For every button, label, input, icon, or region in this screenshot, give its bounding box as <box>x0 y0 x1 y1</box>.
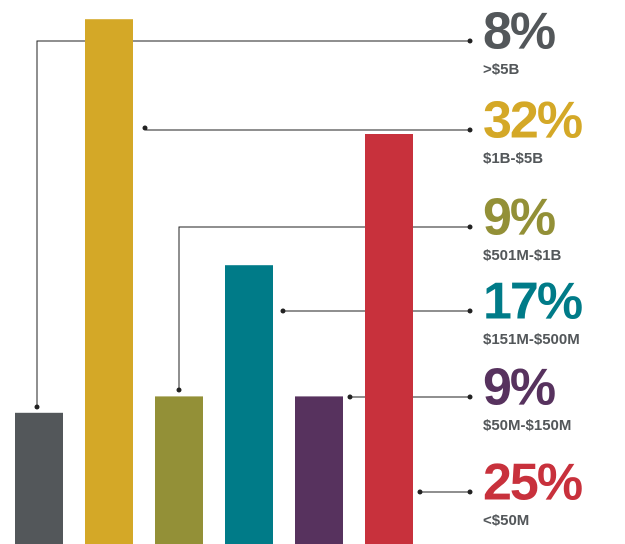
connector-dot <box>176 387 182 393</box>
category-label: $151M-$500M <box>483 331 580 348</box>
bar <box>85 19 133 544</box>
value-label: 9% <box>483 189 555 247</box>
bar <box>155 396 203 544</box>
category-label: >$5B <box>483 61 519 78</box>
value-label: 8% <box>483 3 555 61</box>
connector-dot <box>467 394 473 400</box>
connector-dot <box>280 308 286 314</box>
connector-dot <box>467 489 473 495</box>
connector-dot <box>467 224 473 230</box>
category-label: <$50M <box>483 512 529 529</box>
bar <box>365 134 413 544</box>
connector <box>178 226 470 390</box>
connector-dot <box>467 308 473 314</box>
bar <box>295 396 343 544</box>
value-label: 25% <box>483 454 582 512</box>
connector-dot <box>467 127 473 133</box>
value-label: 9% <box>483 359 555 417</box>
connector-dot <box>347 394 353 400</box>
connector-dot <box>142 125 148 131</box>
connector-dot <box>467 38 473 44</box>
connector <box>144 128 470 131</box>
value-label: 17% <box>483 273 582 331</box>
category-label: $50M-$150M <box>483 417 571 434</box>
bar <box>15 412 63 544</box>
bar <box>225 265 273 544</box>
connector-dot <box>417 489 423 495</box>
connector <box>36 40 470 407</box>
connector-dot <box>34 404 40 410</box>
category-label: $501M-$1B <box>483 247 562 264</box>
category-label: $1B-$5B <box>483 150 543 167</box>
value-label: 32% <box>483 92 582 150</box>
